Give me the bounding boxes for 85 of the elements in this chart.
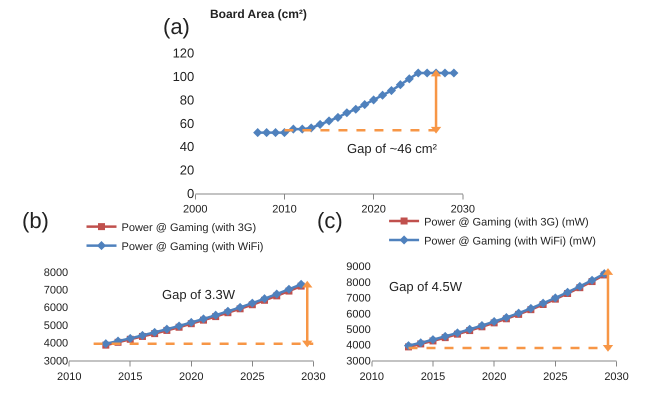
y-tick-label: 8000	[44, 266, 68, 279]
point	[333, 112, 343, 122]
y-tick-label: 6000	[346, 308, 371, 320]
y-tick-label: 8000	[346, 276, 371, 289]
x-tick-label: 2010	[56, 370, 82, 383]
point	[270, 128, 280, 138]
annotation: Gap of ~46 cm²	[347, 141, 438, 156]
point	[404, 74, 414, 84]
y-tick-label: 5000	[44, 320, 68, 332]
point	[360, 100, 370, 110]
point	[186, 318, 196, 327]
point	[588, 276, 597, 285]
text: (b)	[22, 208, 49, 233]
x-tick-label: 2000	[183, 204, 208, 216]
annotation: Gap of 3.3W	[162, 287, 236, 302]
x-tick-label: 2030	[604, 370, 629, 383]
point	[386, 86, 396, 96]
point	[563, 288, 572, 297]
x-tick-label: 2025	[240, 370, 265, 383]
x-tick-label: 2015	[420, 370, 446, 383]
point	[262, 128, 272, 138]
point	[414, 68, 423, 78]
x-tick-label: 2015	[118, 370, 142, 383]
point	[452, 328, 462, 338]
point	[260, 294, 270, 304]
x-tick-label: 2025	[543, 370, 568, 383]
y-tick-label: 40	[180, 139, 194, 154]
text: (c)	[317, 208, 343, 233]
point	[253, 128, 262, 138]
point	[236, 302, 245, 312]
point	[324, 116, 334, 126]
point	[198, 314, 208, 324]
x-tick-label: 2030	[450, 204, 476, 216]
y-tick-label: 3000	[44, 355, 68, 368]
point	[284, 284, 294, 294]
point	[538, 298, 548, 308]
point	[449, 68, 458, 78]
point	[369, 95, 378, 104]
point	[351, 104, 360, 114]
y-tick-label: 120	[172, 46, 194, 61]
point	[422, 68, 432, 78]
point	[396, 80, 405, 90]
y-tick-label: 7000	[346, 292, 371, 305]
point	[526, 304, 536, 313]
y-tick-label: 4000	[346, 340, 371, 352]
y-tick-label: 60	[180, 116, 194, 131]
point	[502, 312, 511, 322]
legend-label: Power @ Gaming (with WiFi) (mW)	[424, 235, 596, 248]
x-tick-label: 2010	[360, 370, 384, 383]
x-tick-label: 2020	[482, 370, 506, 383]
y-tick-label: 4000	[44, 338, 68, 350]
x-tick-label: 2010	[272, 204, 297, 216]
point	[316, 120, 325, 129]
point	[465, 324, 474, 334]
point	[150, 328, 160, 337]
x-tick-label: 2020	[361, 204, 386, 216]
point	[378, 90, 388, 100]
legend-label: Power @ Gaming (with WiFi)	[122, 240, 264, 253]
annotation: Gap of 4.5W	[389, 279, 463, 294]
y-tick-label: 20	[180, 162, 194, 178]
y-tick-label: 7000	[44, 284, 68, 297]
point	[342, 108, 352, 118]
y-tick-label: 3000	[346, 355, 371, 368]
point	[248, 298, 257, 308]
point	[174, 321, 184, 331]
point	[223, 306, 232, 316]
legend-label: Power @ Gaming (with 3G)	[122, 222, 256, 234]
point	[550, 293, 560, 302]
y-tick-label: 0	[187, 186, 194, 201]
y-tick-label: 6000	[44, 302, 68, 314]
x-tick-label: 2030	[301, 370, 326, 383]
y-tick-label: 100	[172, 69, 194, 84]
point	[272, 290, 282, 299]
point	[211, 310, 220, 320]
legend-label: Power @ Gaming (with 3G) (mW)	[424, 216, 589, 228]
x-tick-label: 2020	[179, 370, 204, 383]
point	[575, 282, 584, 291]
chart-title: Board Area (cm²)	[210, 7, 307, 21]
text: (a)	[163, 14, 190, 39]
y-tick-label: 80	[180, 92, 194, 108]
point	[477, 320, 486, 330]
point	[440, 68, 450, 78]
point	[440, 332, 450, 341]
y-tick-label: 9000	[346, 261, 371, 274]
y-tick-label: 5000	[346, 324, 371, 336]
